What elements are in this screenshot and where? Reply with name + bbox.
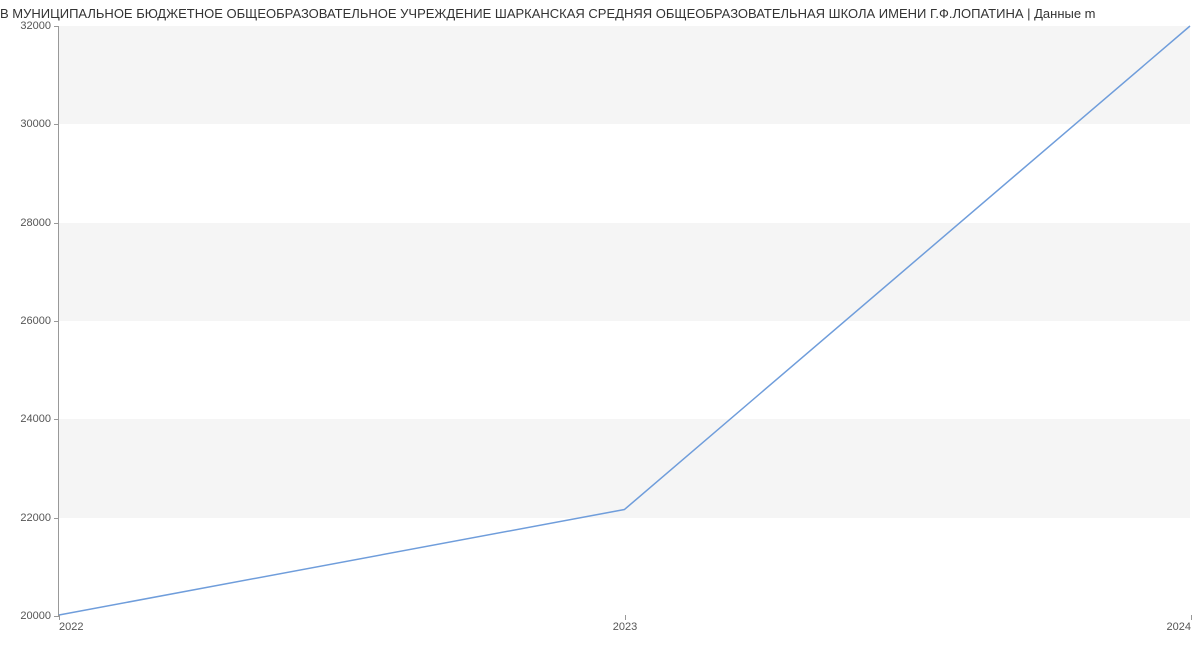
y-tick-label: 30000 [20,118,51,130]
x-tick-label: 2022 [59,621,83,633]
y-tick-mark [54,321,59,322]
y-tick-mark [54,124,59,125]
y-tick-mark [54,223,59,224]
x-tick-mark [625,615,626,620]
line-layer [59,26,1190,615]
y-tick-mark [54,419,59,420]
chart-area: 2000022000240002600028000300003200020222… [0,26,1200,640]
plot-area: 2000022000240002600028000300003200020222… [58,26,1190,616]
x-tick-mark [59,615,60,620]
y-tick-mark [54,518,59,519]
series-line [59,26,1190,615]
y-tick-mark [54,26,59,27]
y-tick-label: 32000 [20,20,51,32]
y-tick-label: 22000 [20,512,51,524]
y-tick-label: 26000 [20,315,51,327]
x-tick-label: 2023 [613,621,637,633]
x-tick-mark [1191,615,1192,620]
chart-title: В МУНИЦИПАЛЬНОЕ БЮДЖЕТНОЕ ОБЩЕОБРАЗОВАТЕ… [0,6,1200,21]
y-tick-label: 20000 [20,610,51,622]
x-tick-label: 2024 [1167,621,1191,633]
y-tick-label: 24000 [20,413,51,425]
chart-container: В МУНИЦИПАЛЬНОЕ БЮДЖЕТНОЕ ОБЩЕОБРАЗОВАТЕ… [0,0,1200,650]
y-tick-label: 28000 [20,217,51,229]
